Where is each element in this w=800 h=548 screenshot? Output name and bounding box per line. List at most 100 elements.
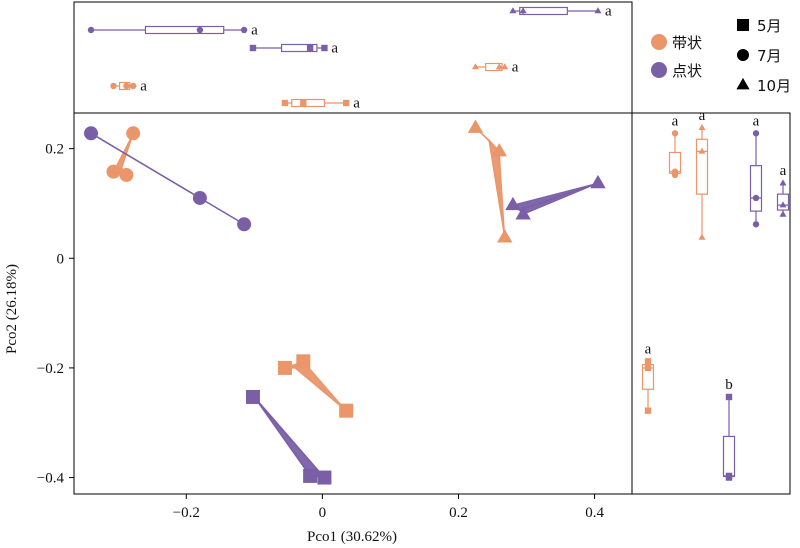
legend-label-dot: 点状 [672, 62, 702, 80]
side-boxplot-0: a [668, 113, 682, 179]
top-boxplot-frame [73, 1, 633, 114]
boxplot-point [123, 82, 130, 90]
significance-letter: a [753, 113, 760, 129]
data-point [277, 360, 292, 375]
boxplot-box [722, 435, 736, 478]
boxplot-point [321, 44, 328, 52]
data-point [84, 126, 99, 141]
data-point [303, 468, 318, 483]
data-point [119, 167, 134, 182]
boxplot-point [471, 63, 480, 70]
top-boxplot-4: a [110, 79, 147, 95]
boxplot-point [752, 130, 760, 137]
boxplot-point [779, 201, 787, 208]
y-axis-title: Pco2 (26.18%) [4, 264, 20, 354]
legend-month-label: 7月 [757, 47, 782, 65]
series-band-4 [277, 354, 354, 418]
boxplot-box [291, 98, 326, 108]
side-boxplot-1: a [695, 108, 709, 240]
y-tick-label: −0.4 [37, 471, 65, 487]
boxplot-point [698, 233, 706, 240]
side-boxplot-frame [631, 112, 791, 495]
boxplot-box [144, 25, 225, 35]
boxplot-point [698, 124, 706, 131]
chart-marks: a a a a a a a a a a a b [84, 4, 790, 485]
significance-letter: b [725, 377, 733, 393]
legend-month-label: 10月 [757, 77, 791, 95]
boxplot-point [519, 7, 527, 14]
y-tick-label: −0.2 [37, 361, 64, 377]
boxplot-point [281, 99, 289, 107]
boxplot-point [671, 168, 679, 175]
boxplot-point [725, 472, 733, 480]
side-boxplot-3: a [776, 163, 790, 217]
boxplot-point [594, 7, 602, 14]
axes: Pco1 (30.62%) Pco2 (26.18%) −0.2 0 0.2 0.4 −… [4, 142, 604, 545]
top-boxplot-0: a [509, 4, 612, 20]
legend-swatch-band [651, 34, 667, 50]
data-point [491, 143, 508, 157]
significance-letter: a [605, 4, 612, 20]
y-tick-label: 0.2 [45, 142, 64, 158]
main-plot-frame [73, 112, 633, 495]
data-point [505, 196, 521, 211]
spider-line [253, 396, 311, 477]
boxplot-point [110, 82, 117, 90]
significance-letter: a [780, 163, 787, 179]
significance-letter: a [645, 341, 652, 357]
boxplot-point [196, 26, 204, 34]
data-point [497, 229, 513, 243]
spider-line [253, 396, 325, 479]
boxplot-point [644, 364, 652, 372]
top-boxplot-1: a [87, 23, 258, 39]
series-dot-5 [245, 389, 332, 485]
boxplot-point [752, 221, 760, 228]
significance-letter: a [512, 60, 519, 76]
boxplot-point [509, 7, 517, 14]
side-boxplot-4: a [641, 341, 655, 414]
spider-line [488, 140, 506, 238]
significance-letter: a [353, 96, 360, 112]
data-point [126, 126, 141, 141]
legend-month-label: 5月 [757, 17, 782, 35]
significance-letter: a [140, 79, 147, 95]
side-boxplot-2: a [749, 113, 763, 228]
boxplot-point [501, 63, 509, 70]
boxplot-box [641, 364, 655, 390]
data-point [590, 174, 606, 189]
panel-frames [73, 1, 791, 495]
spider-line [519, 182, 599, 211]
boxplot-point [644, 358, 652, 365]
series-band-2 [467, 119, 513, 243]
x-tick-label: −0.2 [173, 505, 200, 521]
x-tick-label: 0 [319, 505, 327, 521]
legend-shape-triangle [736, 77, 750, 90]
series-dot-3 [505, 174, 606, 220]
side-boxplot-5: b [722, 377, 736, 481]
significance-letter: a [251, 23, 258, 39]
boxplot-point [249, 44, 257, 52]
boxplot-point [306, 44, 314, 52]
boxplot-point [779, 210, 787, 217]
boxplot-point [779, 179, 787, 186]
y-tick-label: 0 [57, 251, 65, 267]
legend-label-band: 带状 [672, 34, 702, 52]
boxplot-point [698, 147, 706, 154]
legend-shape-circle [737, 49, 749, 61]
x-tick-label: 0.4 [585, 505, 604, 521]
spider-line [294, 367, 347, 412]
boxplot-box [280, 43, 318, 53]
data-point [245, 389, 260, 404]
x-tick-label: 0.2 [449, 505, 468, 521]
top-boxplot-3: a [471, 60, 519, 76]
boxplot-point [130, 82, 137, 90]
spider-line [90, 132, 245, 225]
data-point [339, 403, 354, 418]
boxplot-box [695, 138, 709, 195]
boxplot-point [87, 26, 95, 34]
boxplot-point [240, 26, 248, 34]
significance-letter: a [672, 113, 679, 129]
data-point [192, 190, 207, 205]
